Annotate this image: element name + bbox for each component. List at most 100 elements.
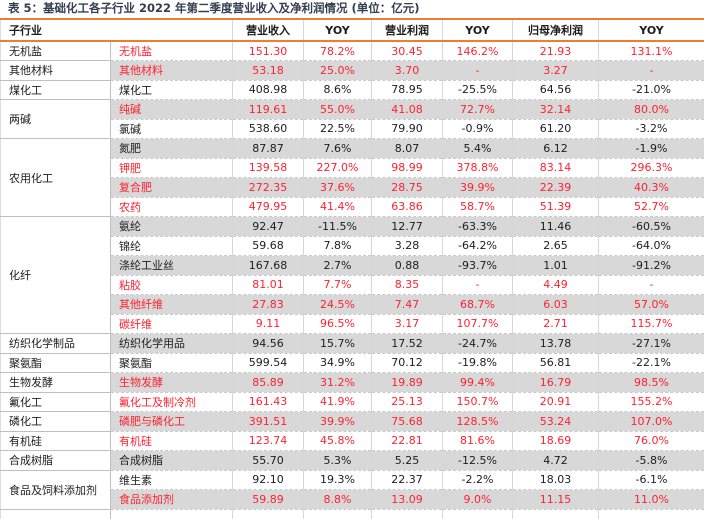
value-cell: 3.28 [371,236,443,256]
group-label: 氟化工 [0,392,111,412]
group-label: 生物发酵 [0,372,111,393]
value-cell: 19.3% [303,470,372,490]
value-cell: 18.69 [512,431,599,451]
value-cell: 5.4% [442,138,513,159]
value-cell: 6.03 [512,294,599,315]
value-cell: 20.91 [512,392,599,412]
value-cell: 7.7% [303,275,372,295]
group-label: 合成树脂 [0,450,111,471]
subindustry-label: 纯碱 [110,99,233,120]
value-cell: 39.9% [303,411,372,432]
value-cell: 8.35 [371,275,443,295]
value-cell: 78.95 [371,80,443,100]
value-cell: 227.0% [303,158,372,178]
value-cell: -91.2% [598,255,704,276]
value-cell: 59.68 [232,236,304,256]
group-label: 两碱 [0,99,111,139]
value-cell: 70.12 [371,353,443,373]
table-body: 无机盐 无机盐 151.30 78.2% 30.45 146.2% 21.93 131.1% 其… [0,41,704,519]
value-cell: -2.2% [442,470,513,490]
value-cell: 150.7% [442,392,513,412]
value-cell: 22.37 [371,470,443,490]
value-cell: 2.65 [512,236,599,256]
value-cell: - [442,60,513,81]
value-cell: 5.25 [371,450,443,471]
value-cell: 7.47 [371,294,443,315]
value-cell: 4.72 [512,450,599,471]
subindustry-label: 粘胶 [110,275,233,295]
value-cell: 22.5% [303,119,372,139]
value-cell: 61.20 [512,119,599,139]
table-row: 生物发酵 生物发酵 85.89 31.2% 19.89 99.4% 16.79 98.5% [0,372,704,393]
value-cell: 27.83 [232,294,304,315]
value-cell: 25.0% [303,60,372,81]
subindustry-label: 碳纤维 [110,314,233,334]
value-cell: 123.74 [232,431,304,451]
group-label: 无机盐 [0,41,111,61]
value-cell: 9.11 [232,314,304,334]
value-cell: 78.2% [303,41,372,61]
value-cell: 98.5% [598,372,704,393]
value-cell: 41.9% [303,392,372,412]
value-cell: 53.18 [232,60,304,81]
group-label: 农用化工 [0,138,111,217]
header-net-profit: 归母净利润 [512,19,599,41]
value-cell: -93.7% [442,255,513,276]
value-cell: 28.75 [371,177,443,198]
table-row: 氯碱 538.60 22.5% 79.90 -0.9% 61.20 -3.2% [1,119,704,139]
value-cell: 107.7% [442,314,513,334]
value-cell: 37.6% [303,177,372,198]
value-cell: 41.4% [303,197,372,217]
value-cell: 81.6% [442,431,513,451]
table-row: 纺织化学制品 纺织化学用品 94.56 15.7% 17.52 -24.7% 13.78 -2… [0,333,704,354]
table-row: 锦纶 59.68 7.8% 3.28 -64.2% 2.65 -64.0% [1,236,704,256]
value-cell: 128.5% [442,411,513,432]
value-cell: 17.52 [371,333,443,354]
value-cell: 55.70 [232,450,304,471]
subindustry-label: 氯碱 [110,119,233,139]
empty-cell [598,509,704,519]
value-cell: 80.0% [598,99,704,120]
value-cell: 6.12 [512,138,599,159]
empty-cell [0,509,111,519]
value-cell: 40.3% [598,177,704,198]
value-cell: 99.4% [442,372,513,393]
subindustry-label: 纺织化学用品 [110,333,233,354]
value-cell: 4.49 [512,275,599,295]
header-revenue: 营业收入 [232,19,304,41]
value-cell: 107.0% [598,411,704,432]
header-row: 子行业 营业收入 YOY 营业利润 YOY 归母净利润 YOY [0,19,704,41]
value-cell: 599.54 [232,353,304,373]
value-cell: 72.7% [442,99,513,120]
subindustry-label: 复合肥 [110,177,233,198]
subindustry-label: 磷肥与磷化工 [110,411,233,432]
subindustry-label: 涤纶工业丝 [110,255,233,276]
group-label: 有机硅 [0,431,111,451]
value-cell: -25.5% [442,80,513,100]
value-cell: -3.2% [598,119,704,139]
value-cell: 79.90 [371,119,443,139]
group-label: 煤化工 [0,80,111,100]
table-row: 复合肥 272.35 37.6% 28.75 39.9% 22.39 40.3% [1,177,704,198]
value-cell: - [442,275,513,295]
value-cell: 3.70 [371,60,443,81]
subindustry-label: 氮肥 [110,138,233,159]
table-row: 无机盐 无机盐 151.30 78.2% 30.45 146.2% 21.93 131.1% [0,41,704,61]
value-cell: -21.0% [598,80,704,100]
value-cell: 161.43 [232,392,304,412]
subindustry-label: 维生素 [110,470,233,490]
value-cell: -19.8% [442,353,513,373]
header-subindustry: 子行业 [0,19,233,41]
value-cell: 11.46 [512,216,599,237]
table-row: 农药 479.95 41.4% 63.86 58.7% 51.39 52.7% [1,197,704,217]
value-cell: 98.99 [371,158,443,178]
table-row: 氟化工 氟化工及制冷剂 161.43 41.9% 25.13 150.7% 20.91 155… [0,392,704,412]
value-cell: 22.81 [371,431,443,451]
value-cell: 25.13 [371,392,443,412]
value-cell: 53.24 [512,411,599,432]
value-cell: 2.7% [303,255,372,276]
value-cell: 21.93 [512,41,599,61]
subindustry-label: 氟化工及制冷剂 [110,392,233,412]
value-cell: -6.1% [598,470,704,490]
header-op-profit-yoy: YOY [442,19,513,41]
